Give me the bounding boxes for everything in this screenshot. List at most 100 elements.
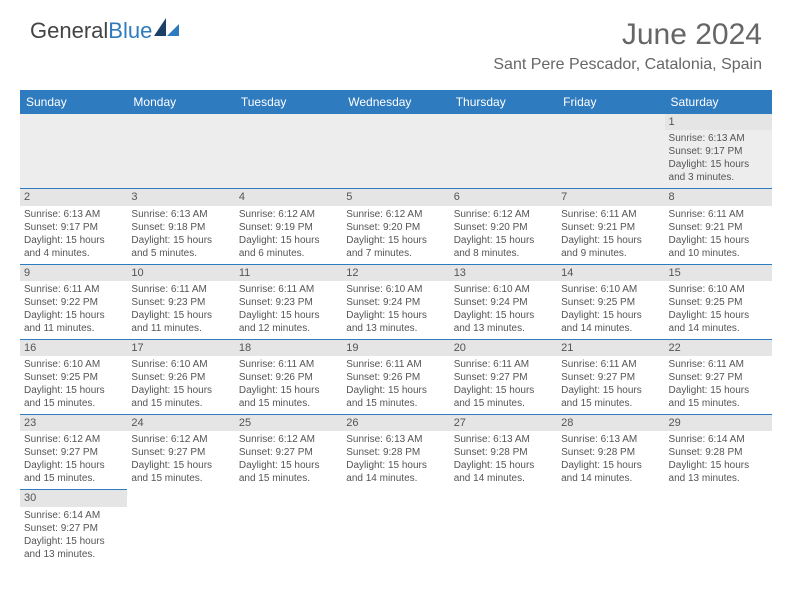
calendar-cell [665, 490, 772, 565]
day-number: 2 [20, 189, 127, 205]
day-details: Sunrise: 6:10 AMSunset: 9:24 PMDaylight:… [346, 283, 445, 335]
day-line: and 15 minutes. [24, 397, 123, 410]
day-details: Sunrise: 6:10 AMSunset: 9:26 PMDaylight:… [131, 358, 230, 410]
month-title: June 2024 [493, 18, 762, 52]
day-number: 20 [450, 340, 557, 356]
logo-sail-icon [154, 18, 180, 44]
day-line: Daylight: 15 hours [669, 158, 768, 171]
day-number: 12 [342, 265, 449, 281]
calendar-cell [557, 114, 664, 189]
day-line: Sunrise: 6:11 AM [239, 358, 338, 371]
calendar-row: 16Sunrise: 6:10 AMSunset: 9:25 PMDayligh… [20, 339, 772, 414]
day-line: Sunset: 9:25 PM [24, 371, 123, 384]
calendar-cell: 3Sunrise: 6:13 AMSunset: 9:18 PMDaylight… [127, 189, 234, 264]
day-line: Sunset: 9:24 PM [454, 296, 553, 309]
day-line: Daylight: 15 hours [669, 309, 768, 322]
day-details: Sunrise: 6:11 AMSunset: 9:23 PMDaylight:… [239, 283, 338, 335]
day-number: 7 [557, 189, 664, 205]
day-line: Sunset: 9:23 PM [239, 296, 338, 309]
day-line: Sunrise: 6:10 AM [24, 358, 123, 371]
day-details: Sunrise: 6:11 AMSunset: 9:26 PMDaylight:… [346, 358, 445, 410]
day-line: Daylight: 15 hours [561, 234, 660, 247]
day-line: and 15 minutes. [131, 472, 230, 485]
day-line: Sunset: 9:24 PM [346, 296, 445, 309]
day-details: Sunrise: 6:12 AMSunset: 9:27 PMDaylight:… [239, 433, 338, 485]
day-line: and 14 minutes. [346, 472, 445, 485]
day-line: Sunrise: 6:13 AM [346, 433, 445, 446]
day-number: 24 [127, 415, 234, 431]
day-line: Sunset: 9:19 PM [239, 221, 338, 234]
day-line: Sunrise: 6:11 AM [131, 283, 230, 296]
day-line: Daylight: 15 hours [454, 459, 553, 472]
day-line: Daylight: 15 hours [131, 309, 230, 322]
day-line: and 14 minutes. [561, 322, 660, 335]
calendar-cell: 19 Sunrise: 6:11 AMSunset: 9:26 PMDayligh… [342, 339, 449, 414]
day-line: Sunset: 9:27 PM [454, 371, 553, 384]
calendar-cell [557, 490, 664, 565]
day-line: Daylight: 15 hours [239, 234, 338, 247]
day-line: and 15 minutes. [239, 397, 338, 410]
day-line: Sunrise: 6:13 AM [131, 208, 230, 221]
calendar-cell: 23Sunrise: 6:12 AMSunset: 9:27 PMDayligh… [20, 415, 127, 490]
day-details: Sunrise: 6:13 AMSunset: 9:28 PMDaylight:… [561, 433, 660, 485]
calendar-cell: 5Sunrise: 6:12 AMSunset: 9:20 PMDaylight… [342, 189, 449, 264]
day-line: Sunrise: 6:11 AM [561, 208, 660, 221]
day-line: Sunset: 9:28 PM [669, 446, 768, 459]
calendar-cell: 7Sunrise: 6:11 AMSunset: 9:21 PMDaylight… [557, 189, 664, 264]
day-line: Sunset: 9:17 PM [669, 145, 768, 158]
day-line: Sunrise: 6:11 AM [561, 358, 660, 371]
day-line: Sunset: 9:20 PM [346, 221, 445, 234]
day-line: Daylight: 15 hours [454, 384, 553, 397]
calendar-row: 30Sunrise: 6:14 AMSunset: 9:27 PMDayligh… [20, 490, 772, 565]
day-number: 9 [20, 265, 127, 281]
day-number: 11 [235, 265, 342, 281]
day-line: Daylight: 15 hours [669, 459, 768, 472]
calendar-cell [342, 490, 449, 565]
day-header: Tuesday [235, 90, 342, 114]
calendar-cell: 18Sunrise: 6:11 AMSunset: 9:26 PMDayligh… [235, 339, 342, 414]
calendar-cell: 15Sunrise: 6:10 AMSunset: 9:25 PMDayligh… [665, 264, 772, 339]
day-details: Sunrise: 6:12 AMSunset: 9:20 PMDaylight:… [454, 208, 553, 260]
day-details: Sunrise: 6:10 AMSunset: 9:24 PMDaylight:… [454, 283, 553, 335]
calendar-row: 1Sunrise: 6:13 AMSunset: 9:17 PMDaylight… [20, 114, 772, 189]
day-line: Sunset: 9:22 PM [24, 296, 123, 309]
day-line: Sunrise: 6:10 AM [561, 283, 660, 296]
location-text: Sant Pere Pescador, Catalonia, Spain [493, 56, 762, 74]
day-number: 26 [342, 415, 449, 431]
day-details: Sunrise: 6:10 AMSunset: 9:25 PMDaylight:… [561, 283, 660, 335]
calendar-cell: 21Sunrise: 6:11 AMSunset: 9:27 PMDayligh… [557, 339, 664, 414]
day-number: 10 [127, 265, 234, 281]
day-line: and 11 minutes. [131, 322, 230, 335]
day-line: Daylight: 15 hours [346, 384, 445, 397]
day-line: Daylight: 15 hours [24, 309, 123, 322]
day-line: and 7 minutes. [346, 247, 445, 260]
calendar-cell: 11 Sunrise: 6:11 AMSunset: 9:23 PMDayligh… [235, 264, 342, 339]
day-line: Sunrise: 6:14 AM [24, 509, 123, 522]
day-line: Daylight: 15 hours [669, 234, 768, 247]
day-line: and 10 minutes. [669, 247, 768, 260]
day-line: Sunrise: 6:12 AM [346, 208, 445, 221]
day-number: 29 [665, 415, 772, 431]
calendar-cell: 10Sunrise: 6:11 AMSunset: 9:23 PMDayligh… [127, 264, 234, 339]
day-line: and 8 minutes. [454, 247, 553, 260]
day-line: Sunrise: 6:12 AM [131, 433, 230, 446]
day-line: Sunset: 9:28 PM [346, 446, 445, 459]
day-line: Sunset: 9:27 PM [239, 446, 338, 459]
day-line: Daylight: 15 hours [24, 384, 123, 397]
day-number: 19 [342, 340, 449, 356]
calendar-head: SundayMondayTuesdayWednesdayThursdayFrid… [20, 90, 772, 114]
day-line: and 15 minutes. [454, 397, 553, 410]
calendar-cell [127, 490, 234, 565]
day-line: Daylight: 15 hours [131, 234, 230, 247]
day-number: 1 [665, 114, 772, 130]
calendar-cell [450, 490, 557, 565]
day-line: Sunset: 9:27 PM [131, 446, 230, 459]
title-block: June 2024 Sant Pere Pescador, Catalonia,… [493, 18, 762, 74]
calendar-cell: 30Sunrise: 6:14 AMSunset: 9:27 PMDayligh… [20, 490, 127, 565]
day-details: Sunrise: 6:11 AMSunset: 9:21 PMDaylight:… [669, 208, 768, 260]
day-line: Sunset: 9:26 PM [131, 371, 230, 384]
day-number: 27 [450, 415, 557, 431]
calendar-cell: 28Sunrise: 6:13 AMSunset: 9:28 PMDayligh… [557, 415, 664, 490]
day-line: Sunrise: 6:10 AM [131, 358, 230, 371]
day-line: Sunrise: 6:12 AM [239, 433, 338, 446]
